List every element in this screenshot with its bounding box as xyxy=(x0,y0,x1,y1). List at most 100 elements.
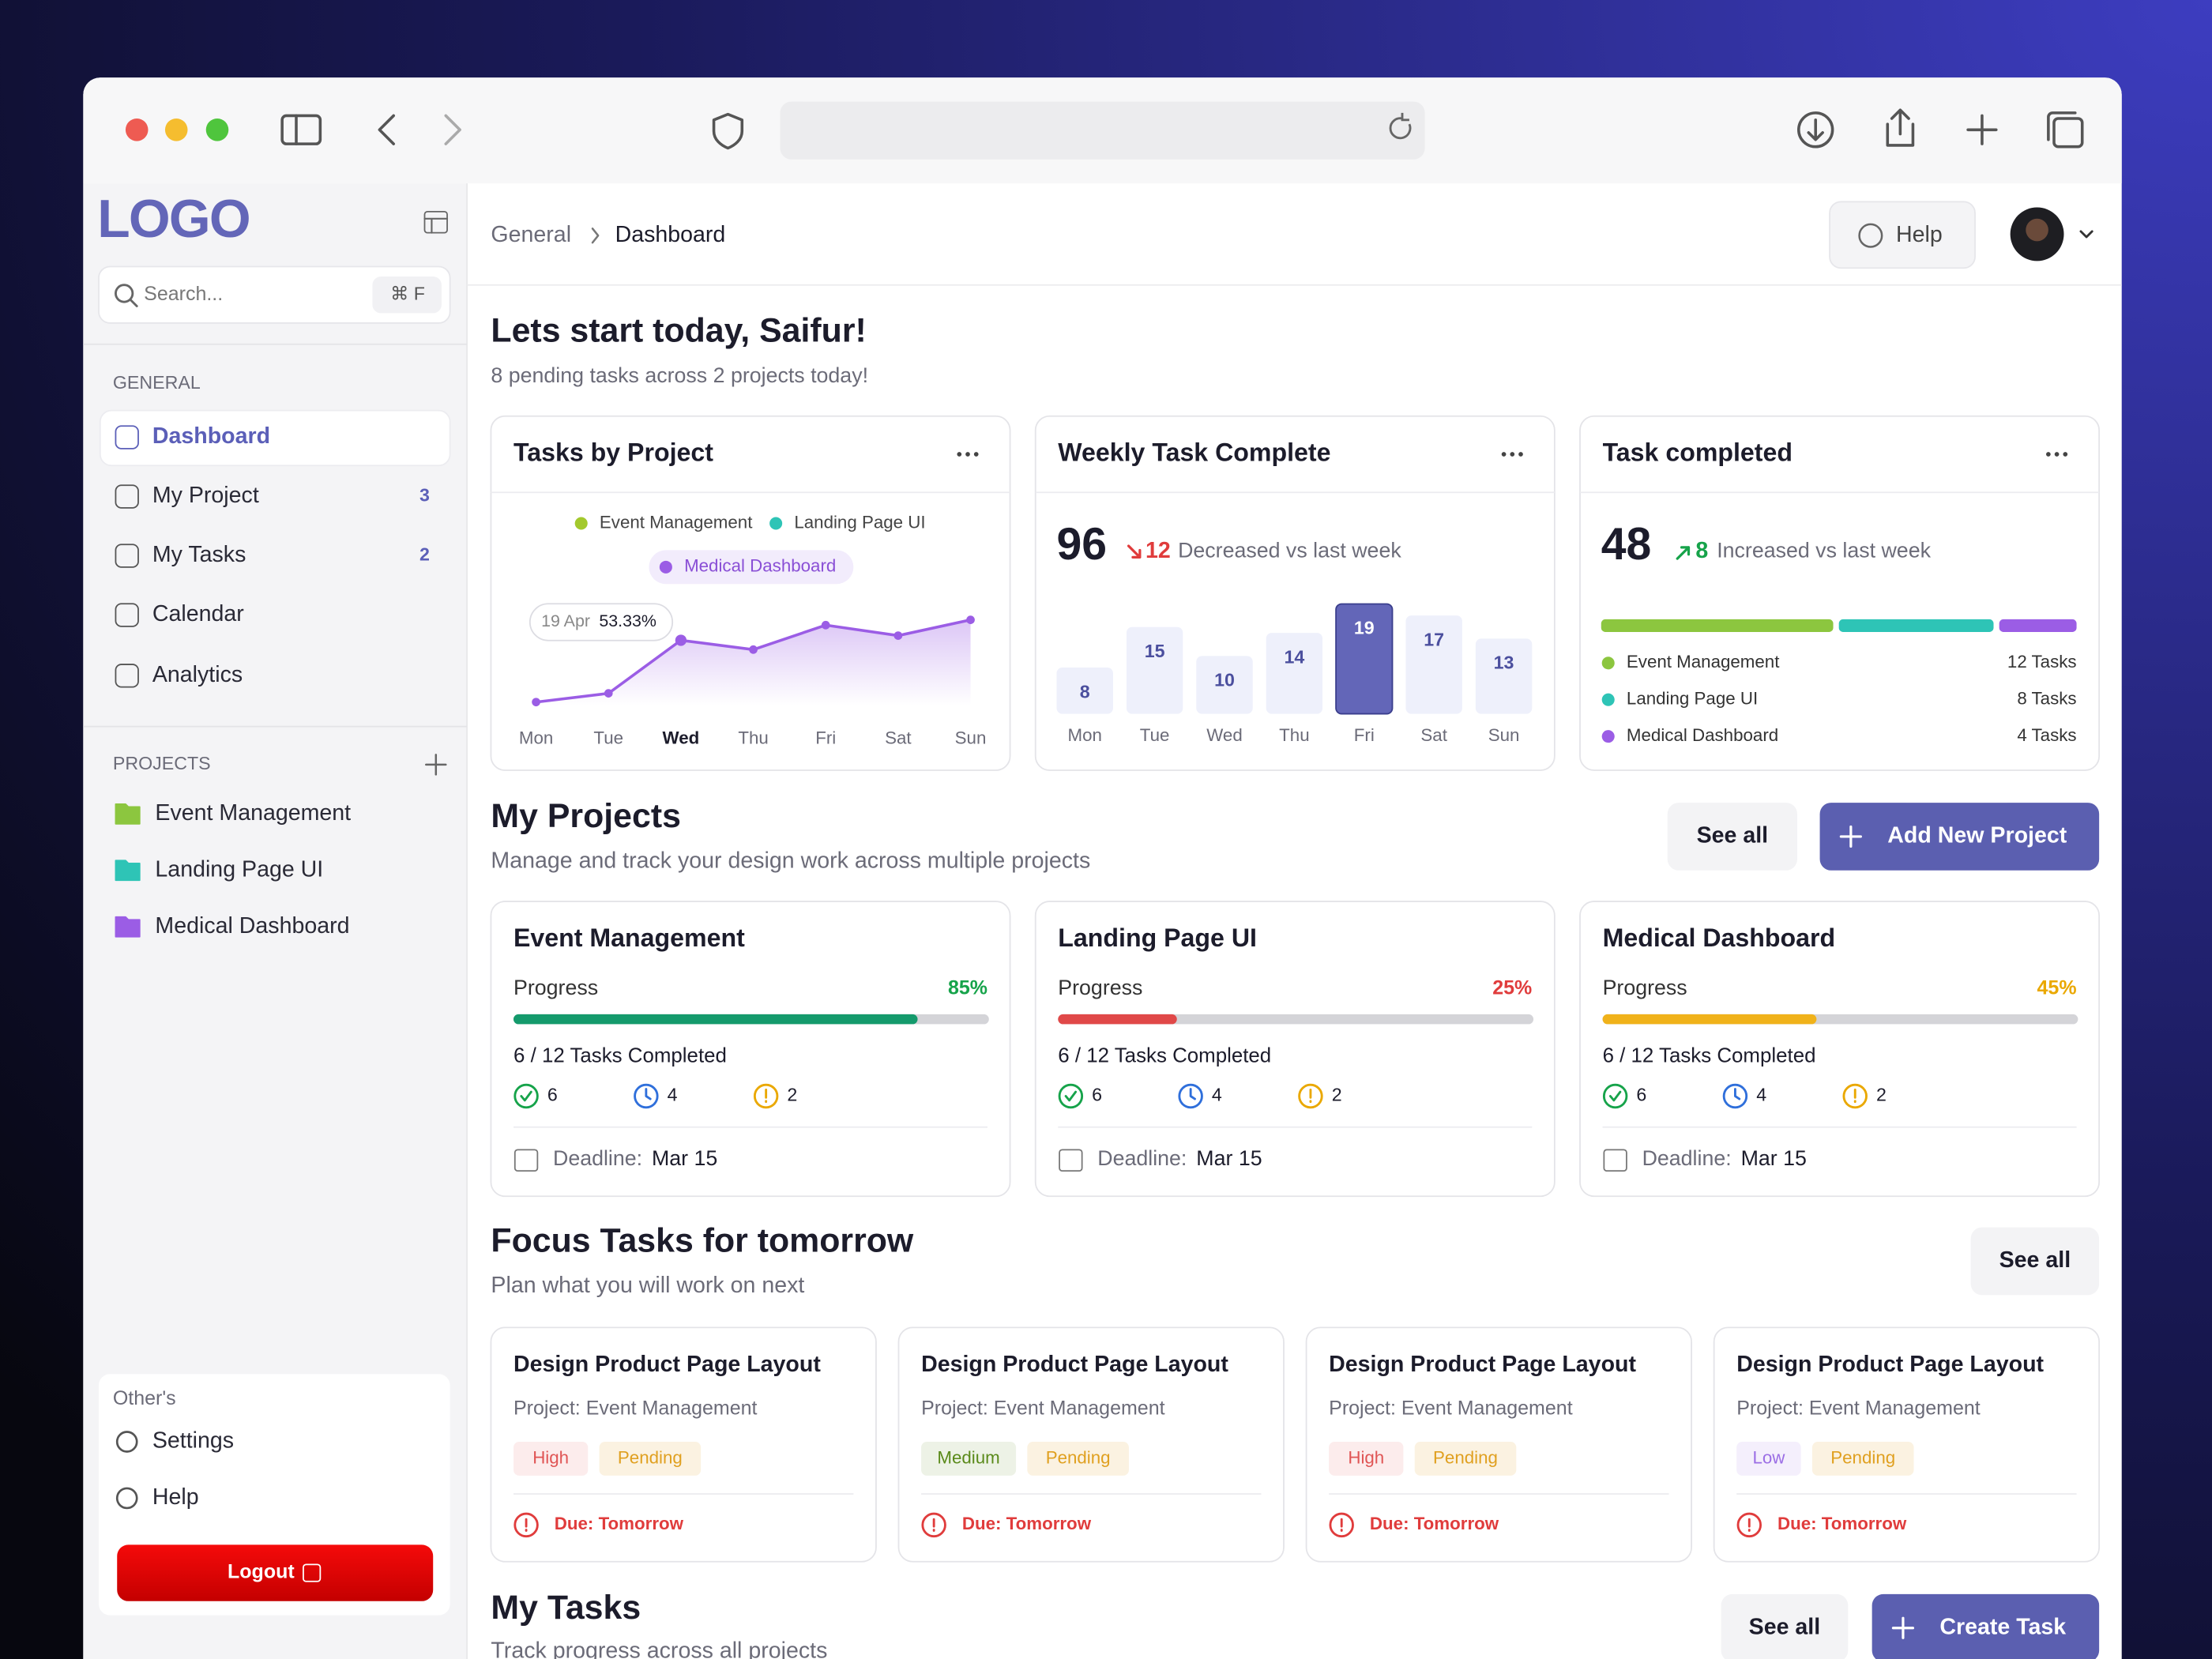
status-icon xyxy=(753,1083,779,1109)
help-button[interactable] xyxy=(1829,201,1976,269)
content: LOGO Search... ⌘ F GENERAL Dashboard My Proje… xyxy=(97,190,2101,1659)
back-icon[interactable] xyxy=(378,114,395,145)
card-title: Task completed xyxy=(1603,438,1793,466)
priority-chip xyxy=(514,1442,589,1476)
nav-item-active[interactable] xyxy=(99,409,451,467)
card-menu-dot[interactable] xyxy=(965,452,970,457)
project-name: Medical Dashboard xyxy=(1603,924,1836,952)
legend-label: Medical Dashboard xyxy=(684,556,836,576)
tooltip xyxy=(529,603,674,641)
priority-label: High xyxy=(532,1447,569,1467)
due-icon xyxy=(921,1512,946,1538)
avatar-chevron xyxy=(2079,230,2094,239)
nav-label: My Project xyxy=(152,483,259,508)
nav-label: Analytics xyxy=(152,662,243,687)
due-icon xyxy=(1736,1512,1762,1538)
search-icon xyxy=(115,284,134,303)
project-card[interactable] xyxy=(1034,901,1556,1198)
status-chip xyxy=(1811,1442,1914,1476)
shield-icon[interactable] xyxy=(712,112,744,150)
line-point xyxy=(532,698,540,707)
status-count: 4 xyxy=(1756,1085,1766,1105)
card-menu-dot[interactable] xyxy=(2046,452,2051,457)
card-menu-dot[interactable] xyxy=(1518,452,1523,457)
priority-label: High xyxy=(1348,1447,1384,1467)
see-all-button-label: See all xyxy=(1697,822,1769,848)
search-box[interactable] xyxy=(98,265,451,324)
nav-icon xyxy=(115,664,139,688)
legend-dot xyxy=(574,517,588,530)
others-link: Settings xyxy=(152,1428,234,1454)
x-tick-label: Sun xyxy=(1488,725,1520,745)
layout-icon-line xyxy=(423,217,449,234)
create-task-button[interactable] xyxy=(1872,1593,2100,1659)
card-menu-dot[interactable] xyxy=(2054,452,2060,457)
card-menu-dot[interactable] xyxy=(973,452,979,457)
status-count: 4 xyxy=(1212,1085,1222,1105)
stat-total: 96 xyxy=(1057,519,1108,570)
legend-label: Event Management xyxy=(1627,652,1780,672)
status-chip xyxy=(599,1442,702,1476)
task-card[interactable] xyxy=(1305,1326,1692,1563)
status-icon xyxy=(634,1083,659,1109)
nav-label: My Tasks xyxy=(152,542,246,567)
card-menu-dot[interactable] xyxy=(1510,452,1515,457)
segment-value-label: 4 Tasks xyxy=(2017,725,2076,745)
new-tab-icon[interactable] xyxy=(1966,114,1998,145)
logo: LOGO xyxy=(97,190,250,249)
others-icon[interactable] xyxy=(115,1487,138,1510)
page-title: Lets start today, Saifur! xyxy=(491,312,866,350)
breadcrumb-current: Dashboard xyxy=(615,222,726,247)
segment-value-label: 8 Tasks xyxy=(2017,689,2076,709)
status-label: Pending xyxy=(1433,1447,1498,1467)
task-title: Design Product Page Layout xyxy=(1329,1352,1636,1377)
task-card[interactable] xyxy=(897,1326,1285,1563)
card-menu-dot[interactable] xyxy=(957,452,962,457)
x-tick-label: Thu xyxy=(1279,725,1309,745)
close-dot[interactable] xyxy=(125,118,149,141)
sidebar-icon[interactable] xyxy=(280,114,322,145)
see-all-button[interactable] xyxy=(1970,1227,2100,1296)
download-arrow xyxy=(1807,118,1824,141)
trend-up xyxy=(1676,546,1691,560)
progress-fill xyxy=(1058,1014,1177,1025)
url-bar[interactable] xyxy=(780,101,1425,160)
x-tick-label: Mon xyxy=(519,728,553,748)
download-icon[interactable] xyxy=(1797,111,1834,149)
others-icon[interactable] xyxy=(115,1431,138,1453)
minimize-dot[interactable] xyxy=(164,118,188,141)
see-all-button[interactable] xyxy=(1721,1593,1849,1659)
project-card[interactable] xyxy=(490,901,1011,1198)
due-icon xyxy=(1329,1512,1354,1538)
task-card[interactable] xyxy=(1713,1326,2101,1563)
share-icon[interactable] xyxy=(1886,108,1915,147)
add-project-icon xyxy=(425,754,447,776)
task-project: Project: Event Management xyxy=(514,1398,758,1420)
logout-icon xyxy=(303,1563,322,1582)
card-menu-dot[interactable] xyxy=(2063,452,2068,457)
tabs-icon[interactable] xyxy=(2052,117,2084,149)
status-icon xyxy=(514,1083,539,1109)
task-count: 6 / 12 Tasks Completed xyxy=(1058,1044,1271,1066)
layout-icon[interactable] xyxy=(423,210,448,234)
project-card[interactable] xyxy=(1579,901,2101,1198)
maximize-dot[interactable] xyxy=(205,118,229,141)
bar xyxy=(1405,615,1462,714)
priority-chip xyxy=(921,1442,1017,1476)
project-link: Landing Page UI xyxy=(155,856,323,882)
see-all-button[interactable] xyxy=(1667,803,1797,871)
forward-icon[interactable] xyxy=(444,114,461,145)
add-project-button[interactable] xyxy=(1819,803,2100,871)
nav-badge: 3 xyxy=(419,485,430,506)
status-icon xyxy=(1298,1083,1323,1109)
stat-card xyxy=(490,415,1011,771)
progress-percent: 45% xyxy=(2037,976,2077,999)
legend-dot xyxy=(1601,693,1615,706)
tabs-icon-back xyxy=(2047,111,2077,141)
card-menu-dot[interactable] xyxy=(1501,452,1507,457)
project-name: Landing Page UI xyxy=(1058,924,1257,952)
reload-icon[interactable] xyxy=(1389,112,1412,140)
logout-button[interactable] xyxy=(117,1544,434,1601)
stat-change: 8 xyxy=(1695,538,1708,563)
task-card[interactable] xyxy=(490,1326,877,1563)
